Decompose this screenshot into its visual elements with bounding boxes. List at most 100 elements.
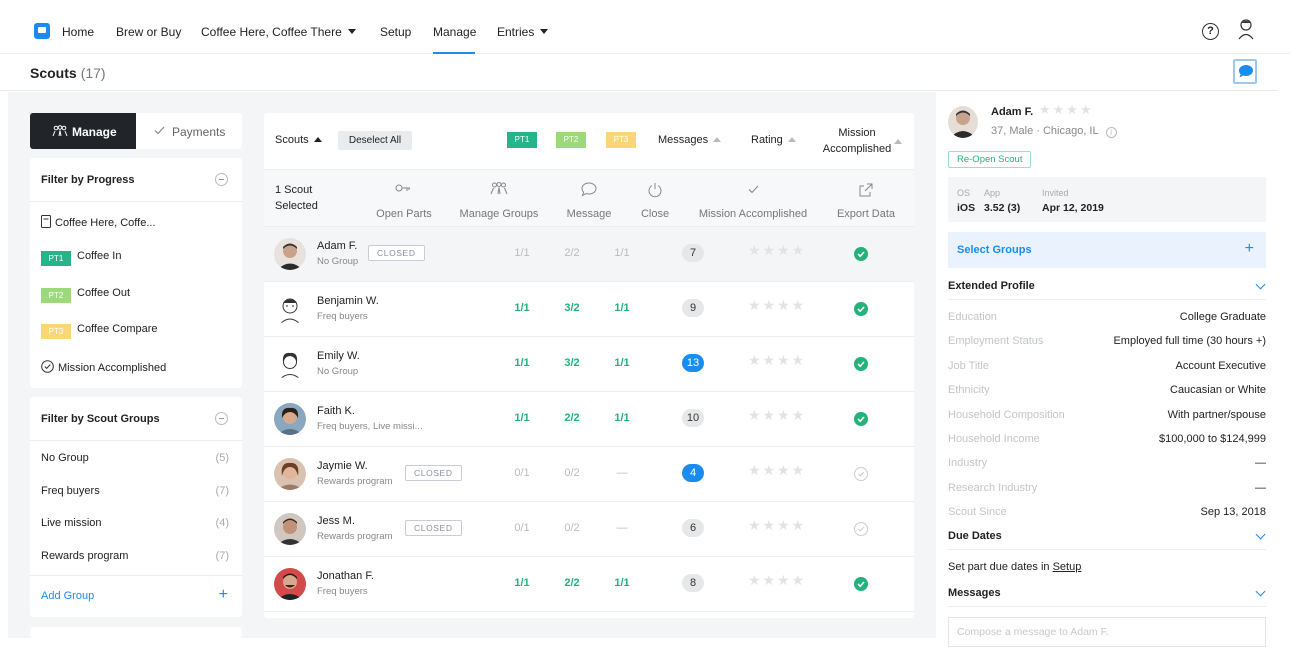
message-count-badge[interactable]: 9 [682,299,704,317]
filter-item-project[interactable]: Coffee Here, Coffe... [41,215,155,229]
check-circle-icon[interactable] [854,412,868,426]
rating-stars[interactable]: ★★★★ [748,352,807,368]
filter-item-pt2[interactable]: PT2 Coffee Out [41,287,130,303]
group-item-no-group[interactable]: No Group [41,452,89,464]
selection-count-line1: 1 Scout [275,184,313,196]
scout-name[interactable]: Jonathan F. [317,570,374,582]
profile-avatar-image [948,106,978,138]
filter-item-pt1[interactable]: PT1 Coffee In [41,250,121,266]
add-group-link[interactable]: Add Group [41,590,95,602]
nav-project-dropdown[interactable]: Coffee Here, Coffee There [201,25,356,39]
nav-brew-or-buy[interactable]: Brew or Buy [116,25,182,39]
mission-accomplished-button[interactable]: Mission Accomplished [692,170,814,228]
chat-button[interactable] [1233,59,1257,84]
table-row[interactable]: Faith K. Freq buyers, Live missi... 1/1 2/2… [264,392,914,447]
bulk-action-bar: 1 Scout Selected Open Parts Manage Groups… [264,169,914,227]
scout-group: Freq buyers [317,311,368,322]
collapse-icon[interactable] [215,173,228,186]
nav-home[interactable]: Home [62,25,95,39]
rating-stars[interactable]: ★★★★ [748,517,807,533]
table-row[interactable]: Jaymie W. Rewards program CLOSED 0/1 0/2 — 4 ★★… [264,447,914,502]
chevron-down-icon[interactable] [1255,586,1266,597]
scout-name[interactable]: Jaymie W. [317,460,368,472]
check-circle-icon[interactable] [854,357,868,371]
group-item-live-mission[interactable]: Live mission [41,517,102,529]
deselect-all-button[interactable]: Deselect All [338,131,412,150]
messages-column-header[interactable]: Messages [658,134,722,146]
table-row[interactable]: Benjamin W. Freq buyers 1/1 3/2 1/1 9 ★★★★ [264,282,914,337]
scout-avatar-image [274,403,306,435]
message-count-badge[interactable]: 8 [682,574,704,592]
scout-name[interactable]: Adam F. [317,240,358,252]
manage-groups-button[interactable]: Manage Groups [452,170,546,228]
power-icon [648,183,662,198]
export-data-button[interactable]: Export Data [830,170,902,228]
user-avatar-icon[interactable] [1236,18,1256,40]
page-title-count: (17) [80,65,106,81]
rating-stars[interactable]: ★★★★ [748,297,807,313]
check-circle-icon[interactable] [854,467,868,481]
profile-rating-stars[interactable]: ★★★★ [1039,102,1094,117]
message-button[interactable]: Message [559,170,619,228]
check-circle-icon[interactable] [854,247,868,261]
scout-name[interactable]: Faith K. [317,405,355,417]
nav-manage[interactable]: Manage [433,25,477,39]
pt3-column-header[interactable]: PT3 [606,132,636,148]
nav-setup[interactable]: Setup [380,25,412,39]
setup-link[interactable]: Setup [1052,561,1082,573]
chevron-down-icon[interactable] [1255,279,1266,290]
close-button[interactable]: Close [630,170,680,228]
table-row[interactable]: Adam F. No Group CLOSED 1/1 2/2 1/1 7 ★★★★ [264,227,914,282]
tab-payments[interactable]: Payments [136,113,242,149]
select-groups-button[interactable]: Select Groups + [948,232,1266,268]
nav-entries-dropdown[interactable]: Entries [497,25,549,39]
check-circle-icon[interactable] [854,577,868,591]
group-item-rewards-program[interactable]: Rewards program [41,550,129,562]
page-title-text: Scouts [30,65,77,81]
pt1-progress: 1/1 [514,247,530,259]
messages-title: Messages [948,587,1001,599]
mission-column-header[interactable]: Mission Accomplished [820,125,894,157]
pt1-column-header[interactable]: PT1 [507,132,537,148]
app-logo-icon[interactable] [34,23,50,39]
people-icon [490,182,508,195]
open-parts-button[interactable]: Open Parts [364,170,444,228]
rating-stars[interactable]: ★★★★ [748,242,807,258]
message-count-badge[interactable]: 4 [682,464,704,482]
scout-name[interactable]: Benjamin W. [317,295,379,307]
profile-field-label: Scout Since [948,506,1007,519]
table-row[interactable]: Emily W. No Group 1/1 3/2 1/1 13 ★★★★ [264,337,914,392]
plus-icon[interactable]: + [218,586,228,603]
reopen-scout-button[interactable]: Re-Open Scout [948,151,1032,168]
message-count-badge[interactable]: 10 [682,409,704,427]
info-icon[interactable]: i [1105,127,1117,138]
compose-message-input[interactable]: Compose a message to Adam F. [948,617,1266,647]
scouts-column-header[interactable]: Scouts [275,134,322,146]
table-row[interactable]: Jonathan F. Freq buyers 1/1 2/2 1/1 8 ★★★★ [264,557,914,612]
scout-name[interactable]: Jess M. [317,515,355,527]
check-circle-icon[interactable] [854,522,868,536]
rating-stars[interactable]: ★★★★ [748,407,807,423]
message-count-badge[interactable]: 7 [682,244,704,262]
help-icon[interactable]: ? [1202,23,1219,40]
message-count-badge[interactable]: 6 [682,519,704,537]
message-count-badge[interactable]: 13 [682,354,704,372]
selection-count: 1 Scout Selected [275,182,318,214]
tab-manage[interactable]: Manage [30,113,136,149]
group-item-freq-buyers[interactable]: Freq buyers [41,485,100,497]
nav-entries-label: Entries [497,25,535,39]
pt2-column-header[interactable]: PT2 [556,132,586,148]
chevron-down-icon[interactable] [1255,529,1266,540]
check-circle-icon[interactable] [854,302,868,316]
filter-card-partial [30,627,242,638]
profile-avatar [948,106,978,138]
filter-item-mission[interactable]: Mission Accomplished [41,360,166,374]
scout-name[interactable]: Emily W. [317,350,360,362]
table-row[interactable]: Jess M. Rewards program CLOSED 0/1 0/2 — 6 ★★★★ [264,502,914,557]
filter-groups-card: Filter by Scout Groups No Group (5) Freq… [30,397,242,617]
rating-stars[interactable]: ★★★★ [748,462,807,478]
collapse-icon[interactable] [215,412,228,425]
filter-item-pt3[interactable]: PT3 Coffee Compare [41,323,158,339]
rating-column-header[interactable]: Rating [751,134,796,146]
rating-stars[interactable]: ★★★★ [748,572,807,588]
